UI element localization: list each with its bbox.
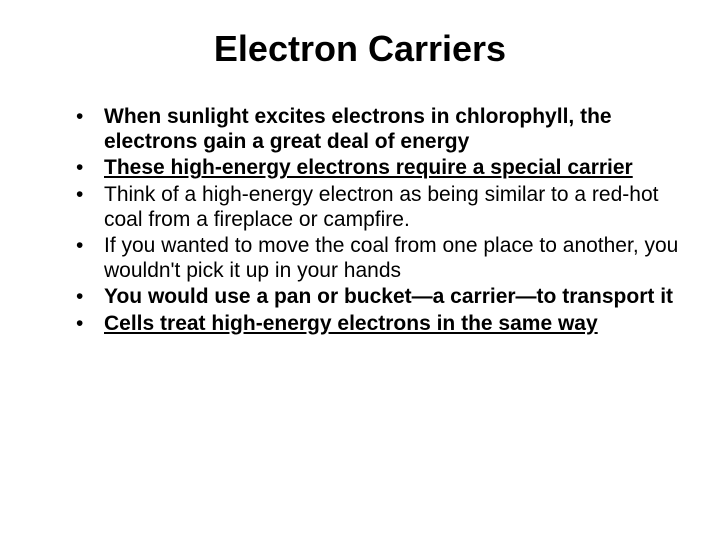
bullet-text: When sunlight excites electrons in chlor…: [104, 105, 612, 153]
list-item: These high-energy electrons require a sp…: [76, 155, 680, 180]
list-item: When sunlight excites electrons in chlor…: [76, 104, 680, 154]
bullet-text: Think of a high-energy electron as being…: [104, 183, 658, 231]
bullet-text: If you wanted to move the coal from one …: [104, 234, 678, 282]
list-item: You would use a pan or bucket—a carrier—…: [76, 284, 680, 309]
list-item: Think of a high-energy electron as being…: [76, 182, 680, 232]
slide-title: Electron Carriers: [40, 28, 680, 70]
bullet-text: These high-energy electrons require a sp…: [104, 156, 633, 179]
bullet-list: When sunlight excites electrons in chlor…: [40, 104, 680, 336]
bullet-text: You would use a pan or bucket—a carrier—…: [104, 285, 673, 308]
list-item: If you wanted to move the coal from one …: [76, 233, 680, 283]
bullet-text: Cells treat high-energy electrons in the…: [104, 312, 598, 335]
list-item: Cells treat high-energy electrons in the…: [76, 311, 680, 336]
